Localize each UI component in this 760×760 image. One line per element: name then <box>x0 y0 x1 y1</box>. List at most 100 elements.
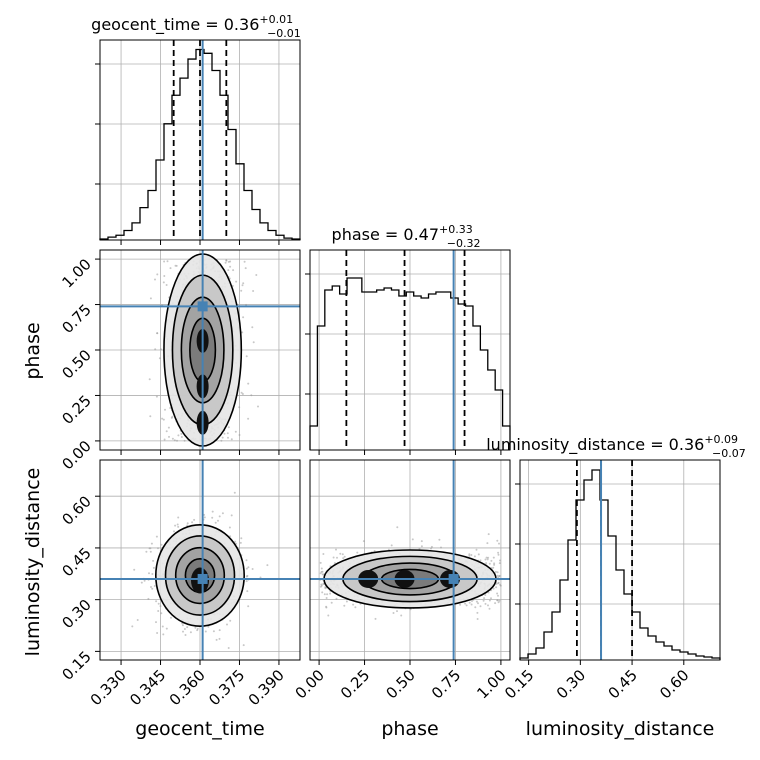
sample-point <box>486 558 489 561</box>
x-tick-label: 0.375 <box>205 666 248 709</box>
sample-point <box>211 510 214 513</box>
x-tick-label: 1.00 <box>473 666 509 702</box>
sample-point <box>473 555 476 558</box>
x-tick-label: 0.60 <box>656 666 692 702</box>
panel-title-geocent_time: geocent_time = 0.36+0.01 −0.01 <box>91 13 301 40</box>
sample-point <box>475 600 478 603</box>
sample-point <box>169 267 172 270</box>
sample-point <box>430 547 432 550</box>
sample-point <box>186 522 189 525</box>
sample-point <box>499 583 502 586</box>
y-tick-label: 0.30 <box>58 596 94 632</box>
sample-point <box>488 599 491 602</box>
sample-point <box>203 516 206 519</box>
sample-point <box>241 331 244 334</box>
sample-point <box>475 548 478 551</box>
sample-point <box>154 278 156 281</box>
sample-point <box>155 621 157 624</box>
sample-point <box>161 417 164 420</box>
sample-point <box>468 601 471 604</box>
sample-point <box>156 332 159 335</box>
sample-point <box>464 602 467 605</box>
xlabel-luminosity-distance: luminosity_distance <box>526 718 715 740</box>
sample-point <box>486 542 489 545</box>
sample-point <box>149 550 152 553</box>
sample-point <box>373 550 376 552</box>
sample-point <box>335 548 337 551</box>
x-tick-label: 0.25 <box>337 666 373 702</box>
sample-point <box>151 587 154 590</box>
sample-point <box>214 521 217 524</box>
sample-point <box>490 559 493 562</box>
sample-point <box>183 439 186 442</box>
sample-point <box>171 415 174 418</box>
sample-point <box>170 616 172 619</box>
scatter-panel-phase-luminosity_distance <box>309 459 511 665</box>
sample-point <box>336 556 338 559</box>
sample-point <box>140 581 143 584</box>
y-tick-label: 0.45 <box>58 544 94 580</box>
sample-point <box>492 587 495 590</box>
y-tick-label: 0.75 <box>58 301 94 337</box>
sample-point <box>224 261 227 264</box>
sample-point <box>155 600 158 603</box>
sample-point <box>196 627 199 630</box>
sample-point <box>163 438 166 441</box>
panel-title-phase: phase = 0.47+0.33 −0.32 <box>332 223 481 250</box>
sample-point <box>392 612 395 614</box>
sample-point <box>335 597 338 600</box>
xlabel-phase: phase <box>381 718 438 740</box>
x-tick-label: 0.15 <box>501 666 537 702</box>
sample-point <box>497 594 499 597</box>
x-tick-label: 0.00 <box>292 666 328 702</box>
sample-point <box>356 551 359 554</box>
sample-point <box>164 408 166 411</box>
sample-point <box>476 618 479 620</box>
sample-point <box>420 545 423 548</box>
sample-point <box>251 568 254 570</box>
sample-point <box>145 550 148 553</box>
sample-point <box>207 625 210 628</box>
y-tick-label: 0.25 <box>58 392 94 428</box>
sample-point <box>235 280 238 283</box>
x-tick-label: 0.330 <box>87 666 130 709</box>
sample-point <box>148 378 151 381</box>
sample-point <box>247 417 250 420</box>
sample-point <box>171 437 174 440</box>
sample-point <box>483 597 486 600</box>
sample-point <box>255 274 258 276</box>
sample-point <box>354 606 357 609</box>
sample-point <box>396 610 398 613</box>
sample-point <box>242 282 245 285</box>
sample-point <box>459 603 462 606</box>
sample-point <box>212 630 215 633</box>
x-tick-label: 0.75 <box>428 666 464 702</box>
sample-point <box>246 590 249 593</box>
sample-point <box>159 605 162 608</box>
sample-point <box>498 574 501 577</box>
sample-point <box>221 512 224 515</box>
sample-point <box>438 538 441 541</box>
sample-point <box>150 586 152 588</box>
sample-point <box>167 426 170 429</box>
sample-point <box>246 574 249 577</box>
sample-point <box>468 553 471 556</box>
sample-point <box>257 405 259 408</box>
hist-panel-luminosity_distance <box>515 459 721 665</box>
sample-point <box>247 566 250 569</box>
sample-point <box>133 568 136 571</box>
y-tick-label: 0.15 <box>58 647 94 683</box>
sample-point <box>160 612 163 615</box>
sample-point <box>229 260 232 263</box>
sample-point <box>400 614 403 617</box>
y-tick-label: 0.50 <box>58 346 94 382</box>
sample-point <box>497 582 500 585</box>
sample-point <box>409 608 412 611</box>
sample-point <box>163 275 166 277</box>
sample-point <box>162 281 165 284</box>
sample-point <box>218 515 221 518</box>
sample-point <box>252 341 255 344</box>
hist-panel-geocent_time <box>95 39 301 245</box>
y-tick-label: 0.00 <box>58 437 94 473</box>
sample-point <box>499 559 501 562</box>
